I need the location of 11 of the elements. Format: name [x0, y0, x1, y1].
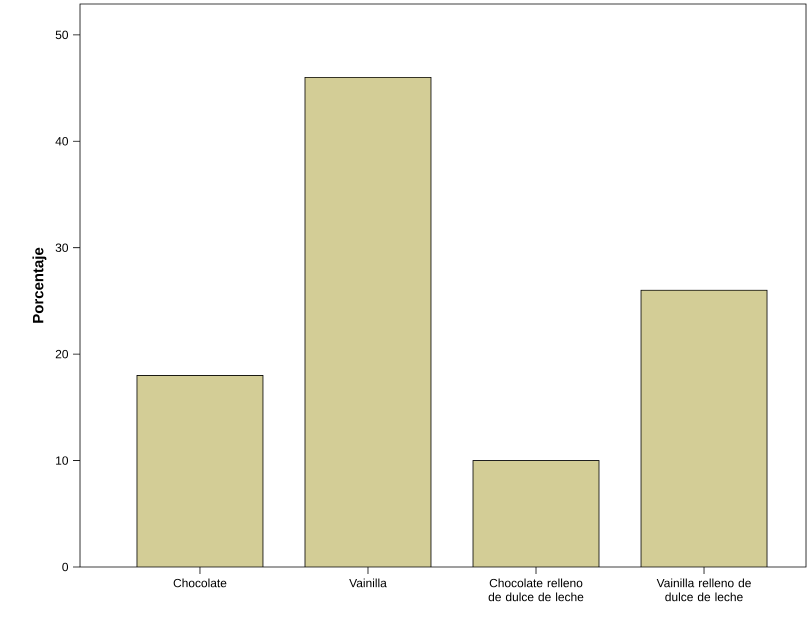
x-tick-label: Chocolate — [174, 578, 226, 588]
y-tick-label: 20 — [56, 350, 68, 358]
y-tick-label: 40 — [55, 137, 68, 146]
y-axis-title: Porcentaje — [32, 248, 46, 323]
y-tick-label: 0 — [62, 562, 68, 572]
x-tick-label: Vainilla relleno de dulce de leche — [656, 578, 751, 602]
x-tick-label: Vainilla — [349, 578, 387, 588]
y-tick-label: 10 — [56, 456, 68, 465]
y-tick-label: 50 — [56, 30, 68, 40]
y-tick-label: 30 — [56, 243, 68, 252]
x-tick-label: Chocolate relleno de dulce de leche — [488, 578, 584, 602]
